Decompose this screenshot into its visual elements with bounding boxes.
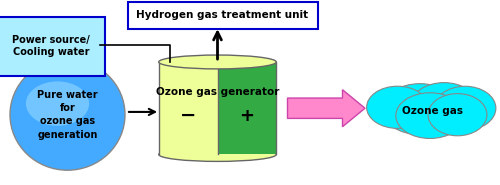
Ellipse shape <box>26 81 89 126</box>
Ellipse shape <box>10 59 125 170</box>
FancyArrow shape <box>288 90 365 127</box>
Ellipse shape <box>434 86 496 130</box>
Text: Hydrogen gas treatment unit: Hydrogen gas treatment unit <box>136 10 308 20</box>
Bar <box>159 62 218 154</box>
Text: Power source/
Cooling water: Power source/ Cooling water <box>12 36 90 57</box>
Ellipse shape <box>159 148 276 161</box>
Ellipse shape <box>428 94 487 136</box>
Bar <box>218 62 276 154</box>
Ellipse shape <box>411 83 477 128</box>
Text: Pure water
for
ozone gas
generation: Pure water for ozone gas generation <box>37 90 98 139</box>
Ellipse shape <box>366 86 428 128</box>
Text: Ozone gas generator: Ozone gas generator <box>156 87 279 97</box>
Text: +: + <box>240 107 254 125</box>
Ellipse shape <box>396 93 464 138</box>
FancyBboxPatch shape <box>128 2 318 29</box>
Text: −: − <box>180 106 196 125</box>
FancyBboxPatch shape <box>0 17 105 76</box>
Ellipse shape <box>382 84 458 135</box>
Text: Ozone gas: Ozone gas <box>402 106 463 116</box>
Ellipse shape <box>159 55 276 69</box>
